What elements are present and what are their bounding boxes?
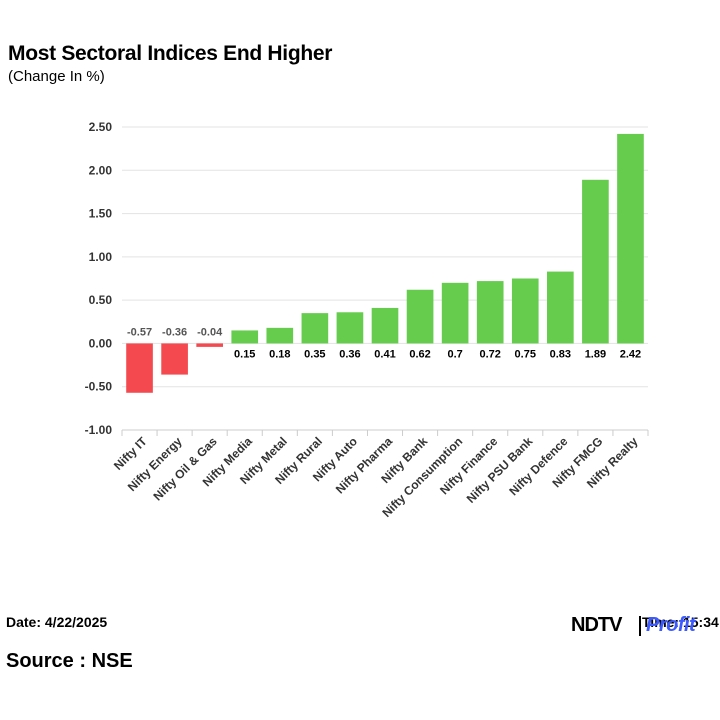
data-label: 0.36 [339,348,360,360]
bar [511,278,539,344]
data-label: 0.62 [409,348,430,360]
logo-ndtv-text: NDTV [571,614,622,636]
data-label: 1.89 [585,348,606,360]
data-label: -0.36 [162,326,187,338]
y-tick-label: 0.50 [89,293,113,307]
data-label: 0.7 [447,348,462,360]
bar-chart: 2.502.001.501.000.500.00-0.50-1.00-0.57N… [85,120,649,520]
y-tick-label: 2.50 [89,120,113,134]
date-label: Date: 4/22/2025 [6,614,108,630]
data-label: -0.04 [197,326,223,338]
y-tick-label: -0.50 [85,380,113,394]
y-tick-label: 0.00 [89,336,113,350]
bar [582,179,609,344]
chart-title: Most Sectoral Indices End Higher [8,42,333,65]
source-label: Source : NSE [6,650,133,672]
data-label: 0.41 [374,348,395,360]
y-tick-label: 1.00 [89,250,113,264]
data-label: 0.75 [515,348,536,360]
data-label: 0.72 [479,348,500,360]
ndtv-profit-logo: NDTV Profit [571,614,717,640]
bar [231,330,259,344]
bar [196,343,223,347]
bar [476,281,504,344]
y-tick-label: -1.00 [85,423,113,437]
y-tick-label: 1.50 [89,207,113,221]
bar [266,327,294,344]
data-label: 0.15 [234,348,255,360]
time-label: Time: 15:34 [642,614,719,630]
data-label: -0.57 [127,326,152,338]
data-label: 0.83 [550,348,571,360]
chart-subtitle: (Change In %) [8,68,105,85]
bar [441,282,469,344]
data-label: 0.35 [304,348,325,360]
logo-separator [639,616,641,636]
data-label: 0.18 [269,348,290,360]
y-tick-label: 2.00 [89,163,113,177]
logo-profit-text: Profit [646,614,696,636]
bar [161,343,188,375]
data-label: 2.42 [620,348,641,360]
bar [301,313,329,344]
bar [547,271,574,344]
bar [617,133,644,344]
bar [406,289,434,344]
bar [126,343,153,393]
bar [336,312,364,344]
bar [371,307,399,344]
